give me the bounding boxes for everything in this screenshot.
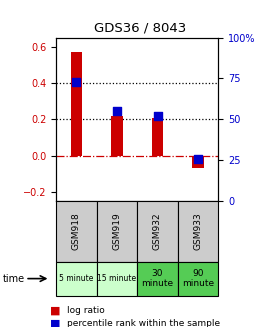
Bar	[71, 52, 82, 156]
Bar	[97, 262, 137, 296]
Text: GSM919: GSM919	[112, 213, 122, 250]
Text: ■: ■	[50, 319, 61, 327]
Bar	[192, 156, 204, 168]
Text: GSM933: GSM933	[193, 213, 203, 250]
Bar	[97, 201, 137, 262]
Bar	[111, 116, 123, 156]
Text: percentile rank within the sample: percentile rank within the sample	[67, 319, 220, 327]
Bar	[56, 262, 97, 296]
Bar	[152, 117, 163, 156]
Bar	[137, 201, 178, 262]
Text: GDS36 / 8043: GDS36 / 8043	[94, 21, 186, 34]
Text: ■: ■	[50, 306, 61, 316]
Text: GSM932: GSM932	[153, 213, 162, 250]
Bar	[178, 201, 218, 262]
Text: 90
minute: 90 minute	[182, 269, 214, 288]
Bar	[178, 262, 218, 296]
Point	[115, 109, 119, 114]
Bar	[137, 262, 178, 296]
Text: 5 minute: 5 minute	[59, 274, 94, 283]
Text: GSM918: GSM918	[72, 213, 81, 250]
Point	[155, 113, 160, 119]
Text: 30
minute: 30 minute	[141, 269, 174, 288]
Bar	[56, 201, 97, 262]
Text: 15 minute: 15 minute	[97, 274, 136, 283]
Text: log ratio: log ratio	[67, 306, 105, 315]
Text: time: time	[3, 274, 25, 284]
Point	[196, 156, 200, 161]
Point	[74, 79, 78, 84]
